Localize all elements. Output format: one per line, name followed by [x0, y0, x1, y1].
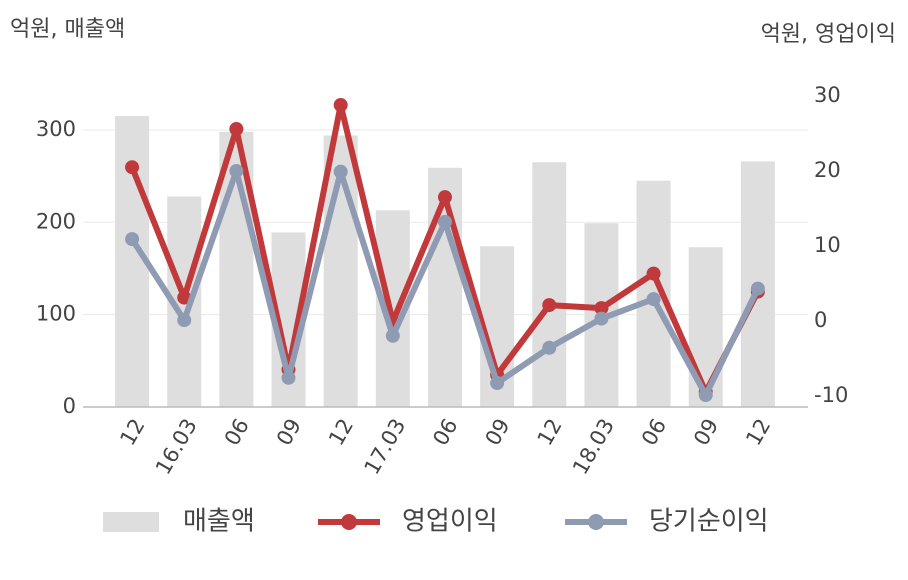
- x-tick-label: 09: [272, 415, 306, 450]
- point: [646, 292, 661, 307]
- legend-label: 영업이익: [402, 507, 498, 537]
- point: [542, 340, 557, 355]
- x-tick-label: 06: [220, 415, 254, 450]
- y2-tick-label: 20: [814, 158, 841, 182]
- bar: [532, 162, 567, 407]
- point: [229, 121, 244, 136]
- series-line: [125, 163, 765, 403]
- y2-tick-label: 10: [814, 233, 841, 257]
- point: [333, 164, 348, 179]
- y-unit-label: 억원, 매출액: [10, 17, 125, 42]
- point: [698, 388, 713, 403]
- legend-swatch: [103, 512, 159, 532]
- point: [229, 163, 244, 178]
- x-tick-label: 09: [480, 415, 514, 450]
- point: [177, 313, 192, 328]
- x-tick-label: 09: [689, 415, 723, 450]
- legend-label: 매출액: [183, 507, 255, 537]
- x-tick-label: 17.03: [360, 415, 411, 479]
- legend-label: 당기순이익: [649, 507, 769, 537]
- point: [437, 214, 452, 229]
- point: [385, 328, 400, 343]
- point: [750, 281, 765, 296]
- legend-marker: [588, 514, 604, 530]
- x-tick-label: 12: [741, 415, 775, 450]
- y2-unit-label: 억원, 영업이익: [761, 22, 896, 47]
- x-tick-label: 18.03: [568, 415, 619, 479]
- point: [125, 232, 140, 247]
- point: [542, 298, 557, 313]
- y2-tick-label: 0: [814, 308, 827, 332]
- y-tick-label: 100: [36, 302, 76, 326]
- x-tick-label: 12: [533, 415, 567, 450]
- point: [646, 266, 661, 281]
- point: [333, 97, 348, 112]
- x-tick-label: 16.03: [151, 415, 202, 479]
- y2-tick-label: -10: [814, 383, 848, 407]
- y2-tick-label: 30: [814, 83, 841, 107]
- y-tick-label: 0: [63, 394, 76, 418]
- bar: [688, 247, 723, 407]
- y-tick-label: 200: [36, 209, 76, 233]
- x-tick-label: 06: [637, 415, 671, 450]
- point: [594, 311, 609, 326]
- point: [490, 376, 505, 391]
- point: [125, 160, 140, 175]
- point: [281, 370, 296, 385]
- x-tick-label: 12: [324, 415, 358, 450]
- x-tick-label: 06: [428, 415, 462, 450]
- point: [594, 301, 609, 316]
- y-tick-label: 300: [36, 117, 76, 141]
- point: [437, 190, 452, 205]
- legend-marker: [341, 514, 357, 530]
- x-tick-label: 12: [115, 415, 149, 450]
